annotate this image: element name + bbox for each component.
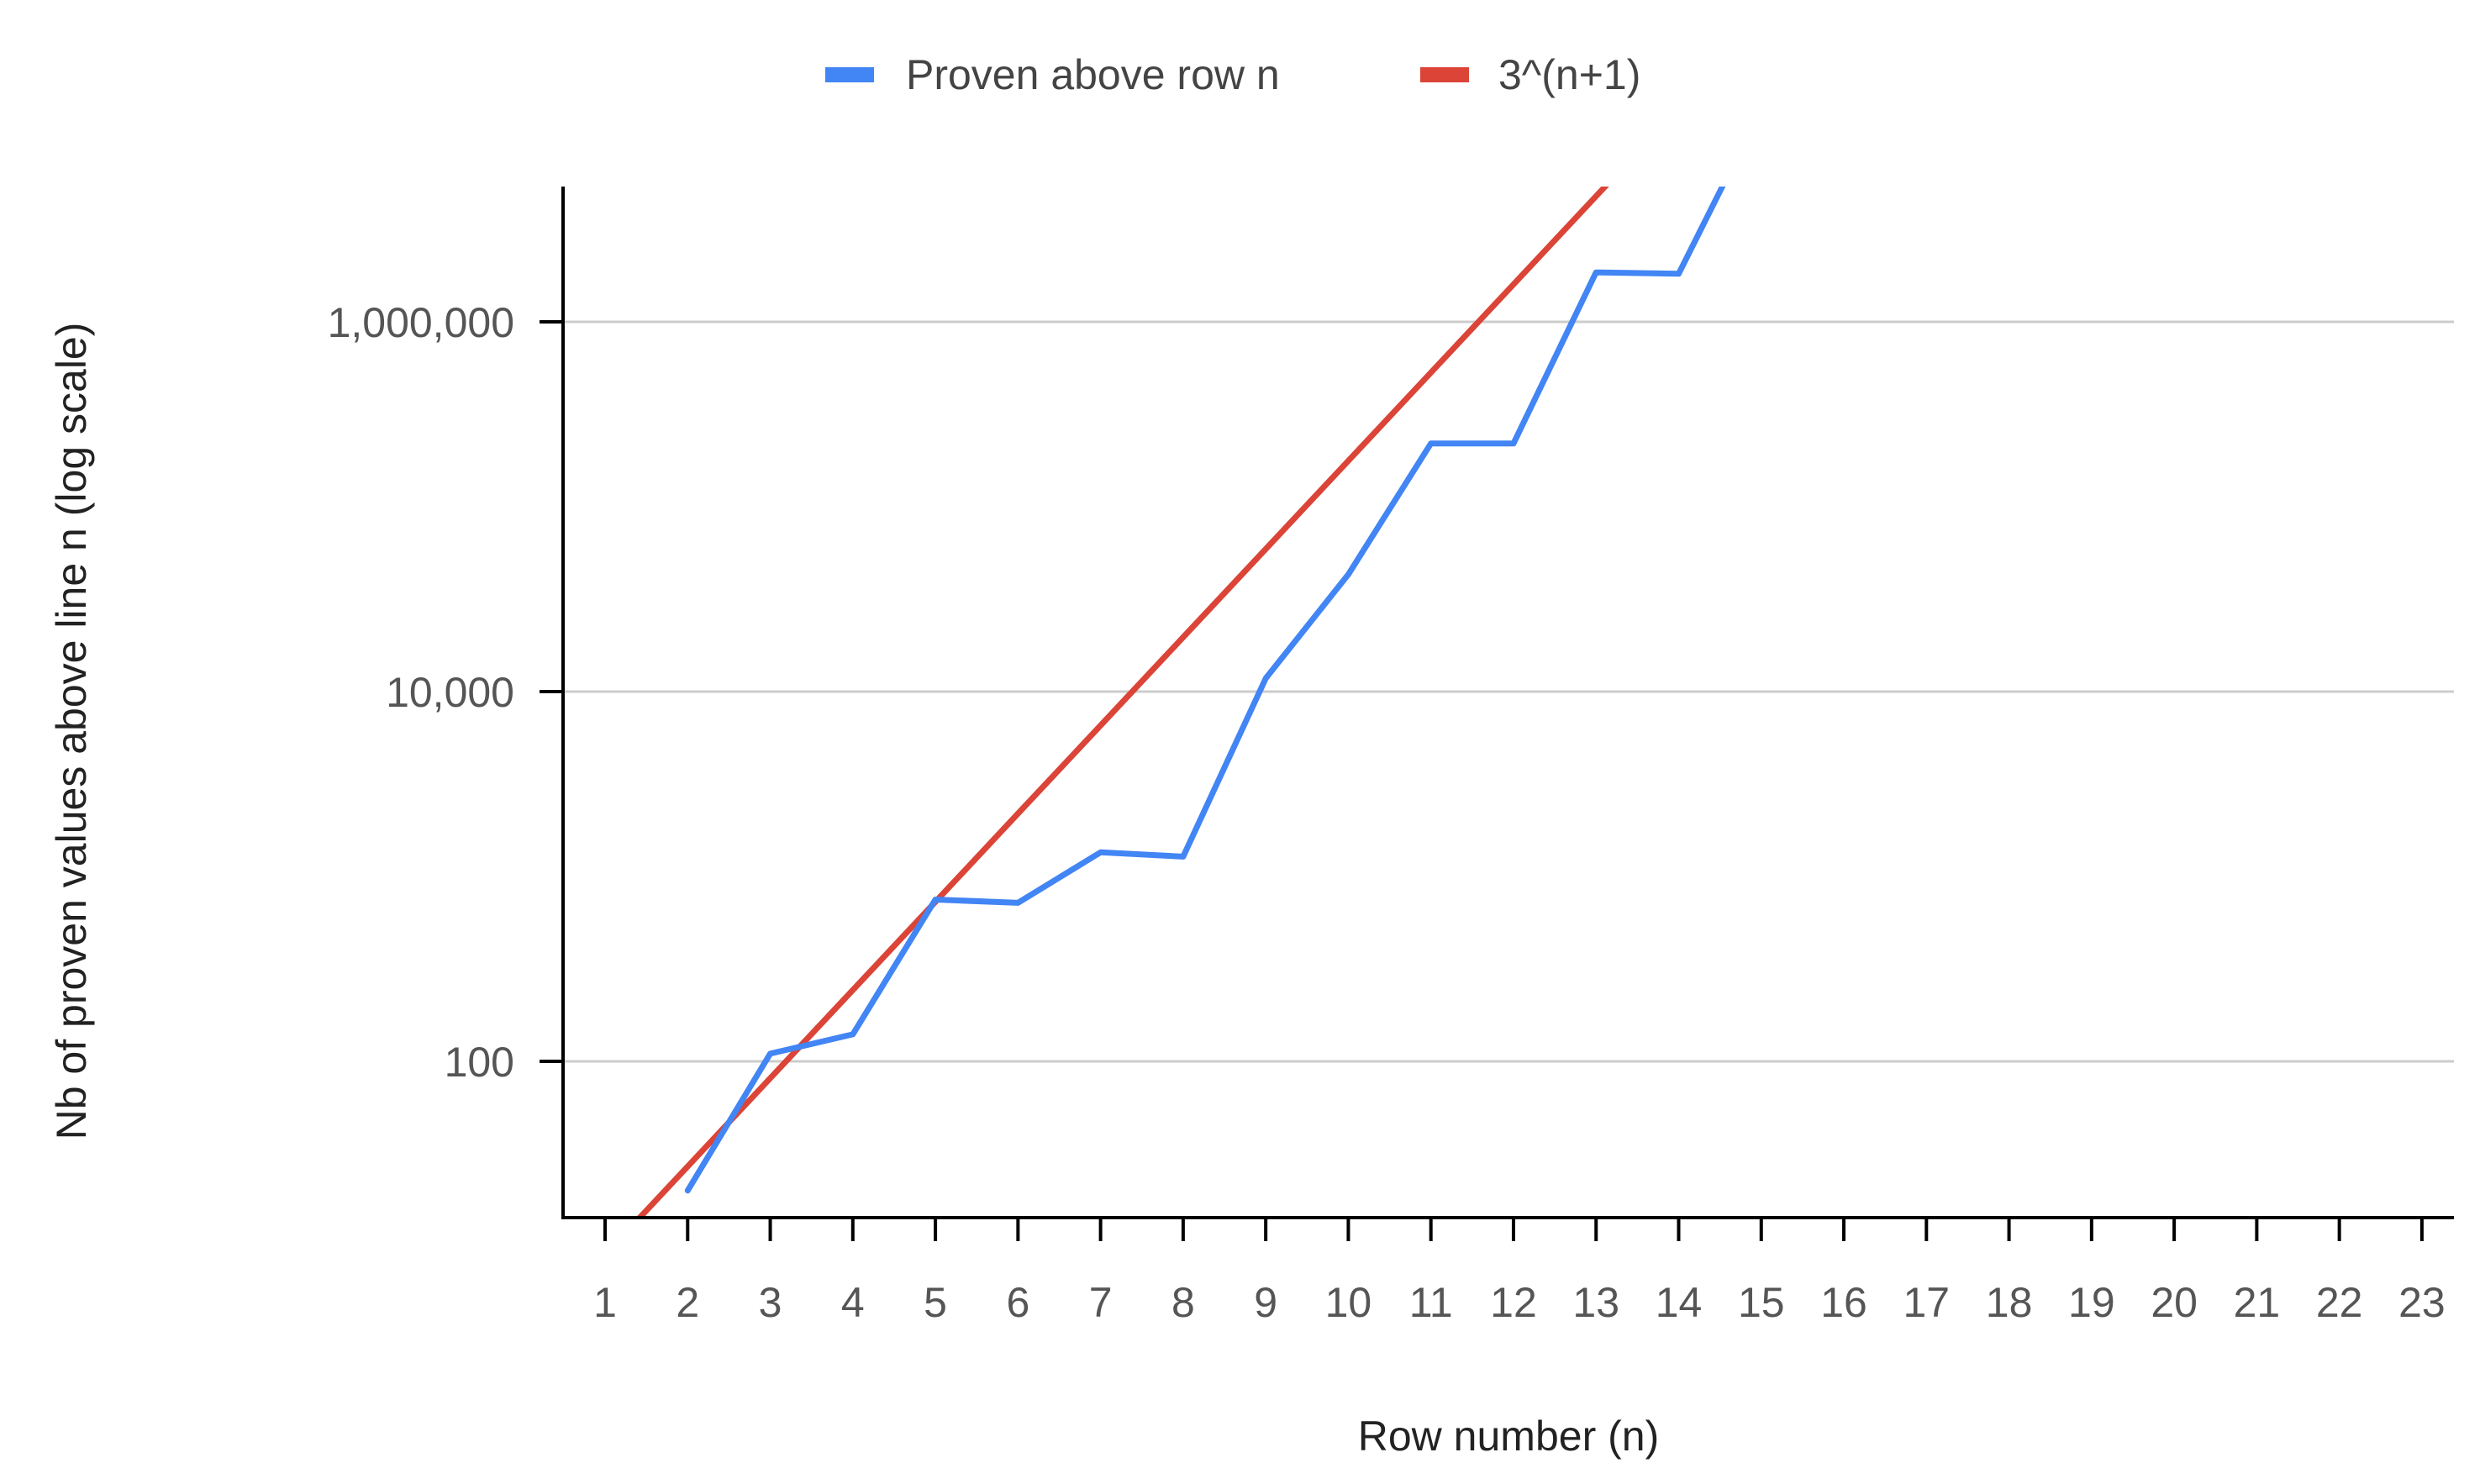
legend-label-proven: Proven above row n: [906, 51, 1280, 98]
x-tick-label: 12: [1490, 1279, 1537, 1326]
x-tick-label: 14: [1656, 1279, 1703, 1326]
x-tick-label: 9: [1254, 1279, 1277, 1326]
x-tick-label: 3: [759, 1279, 782, 1326]
x-axis-title: Row number (n): [1358, 1413, 1659, 1460]
series-line-proven: [684, 187, 1726, 1194]
x-tick-label: 10: [1325, 1279, 1372, 1326]
y-tick-label: 1,000,000: [328, 299, 514, 346]
x-tick-label: 5: [924, 1279, 947, 1326]
legend-label-power: 3^(n+1): [1498, 51, 1640, 98]
x-tick-label: 2: [676, 1279, 699, 1326]
x-tick-label: 11: [1409, 1279, 1453, 1326]
x-tick-label: 15: [1738, 1279, 1785, 1326]
y-axis-title: Nb of proven values above line n (log sc…: [48, 323, 95, 1140]
x-tick-label: 7: [1089, 1279, 1113, 1326]
x-tick-label: 6: [1006, 1279, 1029, 1326]
x-tick-label: 21: [2234, 1279, 2281, 1326]
gridlines: [563, 320, 2454, 1063]
x-tick-label: 23: [2398, 1279, 2446, 1326]
y-tick-label: 100: [445, 1039, 514, 1086]
legend-swatch-power: [1420, 67, 1469, 82]
x-tick-label: 17: [1903, 1279, 1951, 1326]
x-tick-label: 16: [1820, 1279, 1867, 1326]
x-tick-label: 22: [2316, 1279, 2363, 1326]
axis-ticks: 10010,0001,000,000100,000,00010,000,000,…: [328, 299, 2446, 1326]
x-tick-label: 20: [2151, 1279, 2198, 1326]
legend: Proven above row n 3^(n+1): [825, 51, 1640, 98]
y-tick-label: 10,000: [386, 669, 514, 716]
plot-area: [635, 187, 1726, 1218]
legend-swatch-proven: [825, 67, 874, 82]
x-tick-label: 4: [841, 1279, 865, 1326]
x-tick-label: 1: [593, 1279, 617, 1326]
x-tick-label: 13: [1572, 1279, 1619, 1326]
x-tick-label: 8: [1171, 1279, 1195, 1326]
series-line-power: [635, 187, 1609, 1218]
x-tick-label: 18: [1986, 1279, 2033, 1326]
x-tick-label: 19: [2068, 1279, 2115, 1326]
